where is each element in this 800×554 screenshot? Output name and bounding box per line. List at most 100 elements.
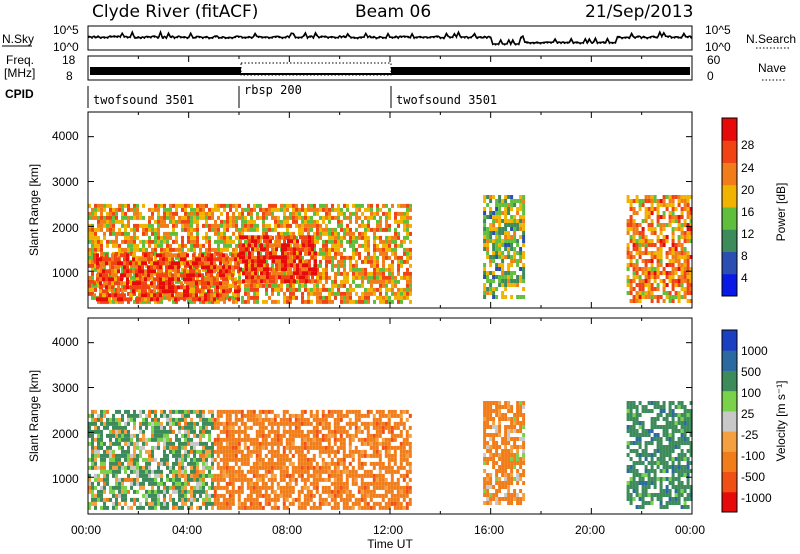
power-cell-1587 bbox=[352, 231, 355, 236]
power-cell-1354 bbox=[313, 219, 316, 224]
power-cell-1119 bbox=[274, 207, 277, 212]
power-cell-2722 bbox=[501, 267, 505, 271]
power-cell-1065 bbox=[265, 211, 268, 216]
power-cell-1859 bbox=[397, 299, 400, 304]
velocity-cell-84 bbox=[100, 469, 103, 474]
power-cell-2029 bbox=[126, 285, 129, 290]
power-cell-301 bbox=[136, 223, 139, 228]
velocity-cell-766 bbox=[211, 505, 214, 510]
velocity-cell-1641 bbox=[354, 449, 358, 454]
power-cell-280 bbox=[133, 231, 136, 236]
power-cell-1422 bbox=[322, 287, 325, 292]
power-cell-2445 bbox=[266, 243, 269, 248]
power-cell-1351 bbox=[313, 203, 316, 208]
power-cell-1456 bbox=[328, 255, 331, 260]
power-cell-658 bbox=[196, 207, 199, 212]
velocity-cell-1105 bbox=[264, 485, 268, 490]
power-cell-766 bbox=[214, 219, 217, 224]
velocity-cell-864 bbox=[228, 421, 232, 426]
power-cell-980 bbox=[250, 223, 253, 228]
velocity-cell-801 bbox=[216, 505, 220, 510]
power-cell-2214 bbox=[189, 277, 192, 282]
velocity-cell-5 bbox=[88, 441, 91, 446]
velocity-cell-1228 bbox=[285, 457, 289, 462]
power-cell-732 bbox=[208, 227, 211, 232]
power-cell-730 bbox=[208, 215, 211, 220]
power-cell-1914 bbox=[409, 223, 412, 228]
power-cell-652 bbox=[193, 283, 196, 288]
power-cell-2390 bbox=[248, 255, 251, 260]
velocity-cell-189 bbox=[118, 453, 121, 458]
velocity-cell-104 bbox=[103, 481, 106, 486]
velocity-cell-355 bbox=[148, 413, 151, 418]
power-cell-291 bbox=[133, 275, 136, 280]
velocity-cell-535 bbox=[178, 417, 181, 422]
power-cell-2323 bbox=[225, 257, 228, 262]
power-cell-1899 bbox=[406, 247, 409, 252]
velocity-cell-340 bbox=[145, 425, 148, 430]
power-cell-2352 bbox=[237, 253, 240, 258]
power-cell-2635 bbox=[489, 207, 493, 211]
power-cell-2808 bbox=[516, 219, 520, 223]
velocity-cell-1392 bbox=[312, 469, 316, 474]
power-cell-2583 bbox=[311, 247, 314, 252]
velocity-cell-105 bbox=[103, 485, 106, 490]
power-cell-2175 bbox=[174, 297, 177, 302]
power-cell-3051 bbox=[656, 235, 660, 239]
velocity-cell-1066 bbox=[258, 473, 262, 478]
velocity-cell-126 bbox=[109, 429, 112, 434]
power-cell-2171 bbox=[174, 273, 177, 278]
power-cell-1732 bbox=[376, 263, 379, 268]
power-cell-805 bbox=[220, 247, 223, 252]
power-cell-890 bbox=[235, 207, 238, 212]
velocity-cell-1619 bbox=[351, 421, 355, 426]
velocity-cell-1292 bbox=[297, 433, 301, 438]
velocity-cell-1137 bbox=[270, 461, 274, 466]
velocity-cell-1254 bbox=[288, 489, 292, 494]
power-cell-3253 bbox=[686, 287, 690, 291]
power-cell-3109 bbox=[665, 283, 669, 287]
power-cell-2470 bbox=[275, 243, 278, 248]
power-cell-471 bbox=[166, 207, 169, 212]
power-cell-2827 bbox=[519, 227, 523, 231]
velocity-cell-130 bbox=[109, 445, 112, 450]
velocity-cell-937 bbox=[237, 493, 241, 498]
velocity-cell-950 bbox=[240, 461, 244, 466]
power-cell-993 bbox=[250, 295, 253, 300]
power-cell-892 bbox=[235, 219, 238, 224]
power-cell-411 bbox=[157, 203, 160, 208]
velocity-cell-301 bbox=[136, 489, 139, 494]
power-cell-3031 bbox=[653, 199, 657, 203]
velocity-cell-617 bbox=[190, 417, 193, 422]
power-cell-3263 bbox=[689, 231, 693, 235]
velocity-cell-147 bbox=[112, 449, 115, 454]
velocity-cell-1650 bbox=[357, 417, 361, 422]
velocity-cell-1220 bbox=[285, 409, 289, 414]
power-cell-3193 bbox=[680, 207, 684, 211]
power-cell-2223 bbox=[192, 277, 195, 282]
power-cell-1394 bbox=[319, 231, 322, 236]
power-cell-1514 bbox=[337, 283, 340, 288]
power-cell-433 bbox=[160, 203, 163, 208]
power-cell-2727 bbox=[501, 291, 505, 295]
velocity-cell-743 bbox=[208, 473, 211, 478]
velocity-cell-733 bbox=[208, 417, 211, 422]
velocity-cell-759 bbox=[211, 465, 214, 470]
power-cell-2895 bbox=[632, 211, 636, 215]
power-cell-2650 bbox=[489, 291, 493, 295]
power-cell-2508 bbox=[287, 239, 290, 244]
power-cell-1855 bbox=[397, 279, 400, 284]
power-cell-1547 bbox=[343, 275, 346, 280]
power-cell-1666 bbox=[364, 295, 367, 300]
power-cell-1261 bbox=[298, 207, 301, 212]
power-cell-2389 bbox=[248, 251, 251, 256]
power-cell-2143 bbox=[165, 269, 168, 274]
power-cell-123 bbox=[106, 223, 109, 228]
velocity-cell-156 bbox=[112, 493, 115, 498]
power-cell-1490 bbox=[334, 255, 337, 260]
power-cell-2539 bbox=[296, 263, 299, 268]
power-cell-3101 bbox=[665, 223, 669, 227]
power-cell-3230 bbox=[683, 287, 687, 291]
power-cell-2240 bbox=[198, 273, 201, 278]
velocity-cell-150 bbox=[112, 461, 115, 466]
